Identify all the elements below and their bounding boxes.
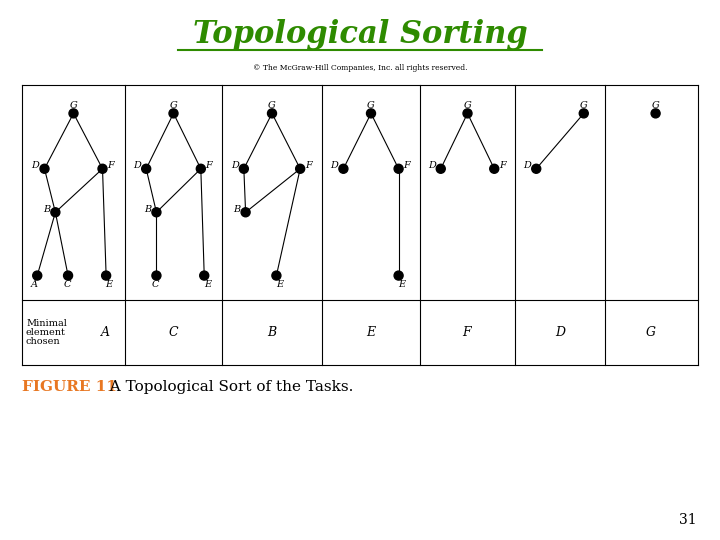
Text: chosen: chosen xyxy=(26,337,60,346)
Circle shape xyxy=(339,164,348,173)
Circle shape xyxy=(268,109,276,118)
Text: D: D xyxy=(32,161,40,170)
Text: G: G xyxy=(580,101,588,110)
Text: D: D xyxy=(428,161,436,170)
Text: E: E xyxy=(276,280,283,289)
Text: A: A xyxy=(101,326,109,339)
Text: element: element xyxy=(26,328,66,337)
Text: D: D xyxy=(555,326,565,339)
Circle shape xyxy=(102,271,111,280)
Text: G: G xyxy=(170,101,177,110)
Circle shape xyxy=(272,271,281,280)
Text: E: E xyxy=(366,326,376,339)
Circle shape xyxy=(241,208,250,217)
Circle shape xyxy=(98,164,107,173)
Text: C: C xyxy=(168,326,178,339)
Text: © The McGraw-Hill Companies, Inc. all rights reserved.: © The McGraw-Hill Companies, Inc. all ri… xyxy=(253,64,467,72)
Text: G: G xyxy=(70,101,77,110)
Circle shape xyxy=(69,109,78,118)
Circle shape xyxy=(651,109,660,118)
Text: D: D xyxy=(330,161,338,170)
Text: G: G xyxy=(367,101,375,110)
Circle shape xyxy=(532,164,541,173)
Circle shape xyxy=(63,271,73,280)
Text: A Topological Sort of the Tasks.: A Topological Sort of the Tasks. xyxy=(100,380,354,394)
Circle shape xyxy=(394,271,403,280)
Text: E: E xyxy=(106,280,113,289)
Circle shape xyxy=(40,164,49,173)
Text: G: G xyxy=(268,101,276,110)
Text: F: F xyxy=(499,161,505,170)
Text: G: G xyxy=(652,101,660,110)
Circle shape xyxy=(463,109,472,118)
Circle shape xyxy=(394,164,403,173)
Text: B: B xyxy=(42,205,50,214)
Text: B: B xyxy=(144,205,151,214)
Text: 31: 31 xyxy=(680,513,697,527)
Text: E: E xyxy=(398,280,405,289)
Circle shape xyxy=(199,271,209,280)
Circle shape xyxy=(366,109,376,118)
Text: F: F xyxy=(205,161,212,170)
Text: F: F xyxy=(305,161,312,170)
Text: D: D xyxy=(231,161,239,170)
Text: F: F xyxy=(403,161,410,170)
Text: G: G xyxy=(464,101,472,110)
Text: C: C xyxy=(63,280,71,289)
Text: C: C xyxy=(152,280,159,289)
Circle shape xyxy=(296,164,305,173)
Circle shape xyxy=(580,109,588,118)
Text: G: G xyxy=(646,326,656,339)
Text: D: D xyxy=(133,161,141,170)
Circle shape xyxy=(51,208,60,217)
Text: Minimal: Minimal xyxy=(26,319,67,328)
Circle shape xyxy=(152,208,161,217)
Text: B: B xyxy=(233,205,240,214)
Circle shape xyxy=(239,164,248,173)
Text: E: E xyxy=(204,280,211,289)
Text: B: B xyxy=(267,326,276,339)
Text: D: D xyxy=(523,161,531,170)
Text: FIGURE 11: FIGURE 11 xyxy=(22,380,117,394)
Text: F: F xyxy=(107,161,114,170)
Circle shape xyxy=(436,164,445,173)
Text: F: F xyxy=(463,326,472,339)
Circle shape xyxy=(32,271,42,280)
Circle shape xyxy=(169,109,178,118)
Text: A: A xyxy=(31,280,37,289)
Circle shape xyxy=(197,164,205,173)
Circle shape xyxy=(152,271,161,280)
Circle shape xyxy=(490,164,499,173)
Text: Topological Sorting: Topological Sorting xyxy=(193,19,527,51)
Circle shape xyxy=(142,164,150,173)
